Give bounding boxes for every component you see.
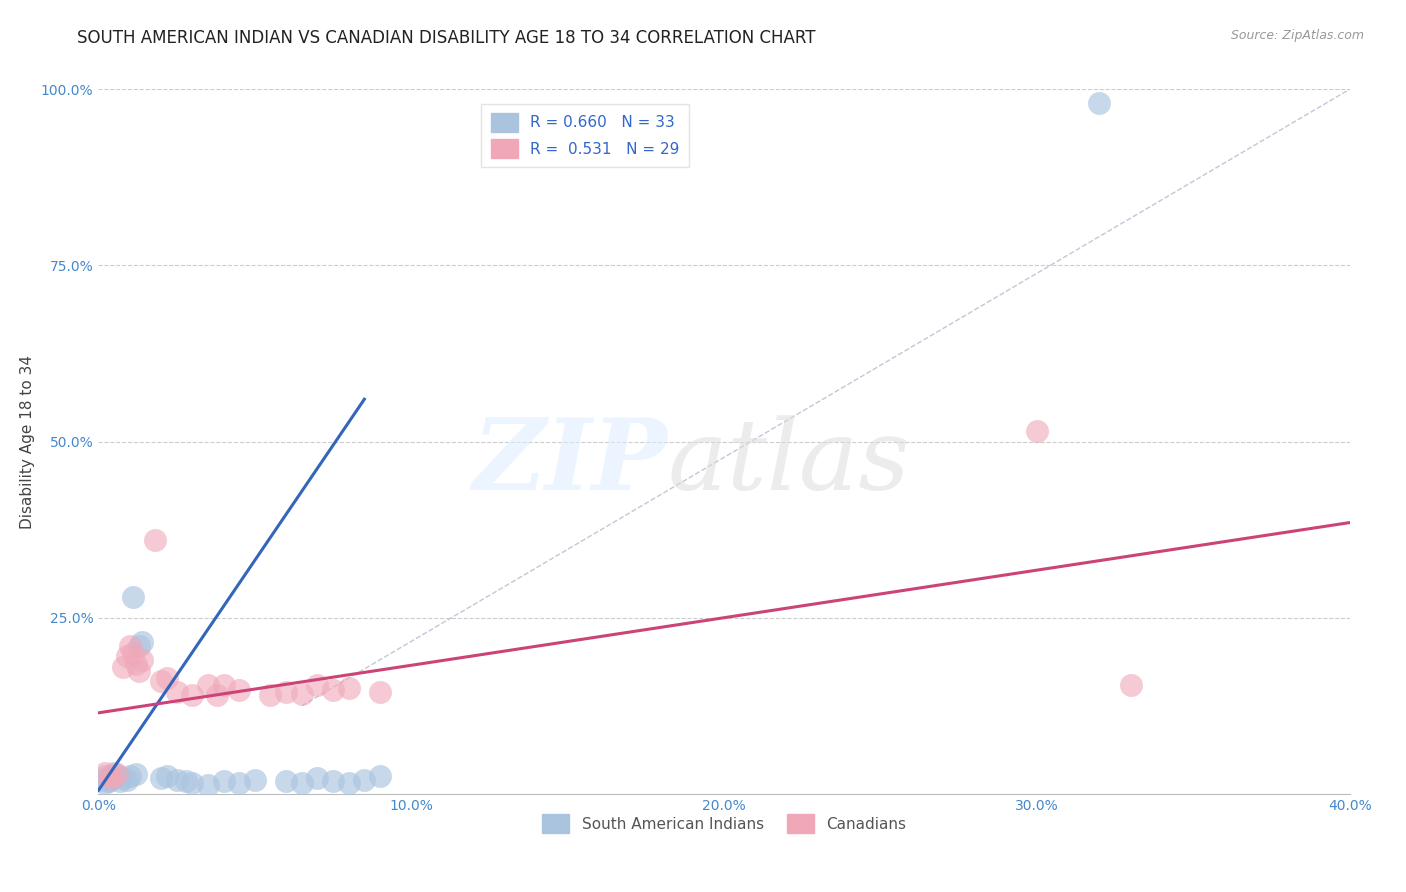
Point [274,684,298,698]
Point [121,590,143,604]
Point [197,678,219,692]
Point [353,772,375,787]
Point [337,681,360,696]
Text: SOUTH AMERICAN INDIAN VS CANADIAN DISABILITY AGE 18 TO 34 CORRELATION CHART: SOUTH AMERICAN INDIAN VS CANADIAN DISABI… [77,29,815,46]
Point [322,682,344,697]
Point [100,772,122,786]
Point [93,769,115,783]
Point [1026,424,1049,438]
Point [368,769,391,783]
Point [322,774,344,789]
Point [156,671,179,685]
Point [307,772,329,786]
Point [368,684,391,698]
Point [150,674,173,689]
Point [110,774,132,789]
Point [156,769,179,783]
Point [103,765,125,780]
Point [100,769,122,783]
Text: atlas: atlas [668,415,911,510]
Point [166,684,188,698]
Point [131,635,153,649]
Point [212,774,235,789]
Point [259,688,281,702]
Point [197,779,219,793]
Point [291,776,314,790]
Point [112,772,135,786]
Point [90,772,112,787]
Point [128,639,150,653]
Point [228,682,250,697]
Point [115,772,138,787]
Point [212,678,235,692]
Point [118,639,141,653]
Point [100,772,122,787]
Text: ZIP: ZIP [472,415,668,511]
Point [93,776,115,790]
Point [115,649,138,664]
Legend: South American Indians, Canadians: South American Indians, Canadians [536,808,912,839]
Point [228,776,250,790]
Point [307,678,329,692]
Point [131,653,153,667]
Point [105,767,128,781]
Point [181,776,204,790]
Point [291,687,314,701]
Point [93,765,115,780]
Point [112,660,135,674]
Point [125,767,148,781]
Point [181,688,204,702]
Point [121,646,143,660]
Point [150,772,173,786]
Point [166,772,188,787]
Point [274,774,298,789]
Point [97,774,120,789]
Point [125,657,148,671]
Point [174,774,197,789]
Point [1088,96,1111,111]
Point [337,776,360,790]
Point [105,769,128,783]
Point [1119,678,1142,692]
Y-axis label: Disability Age 18 to 34: Disability Age 18 to 34 [20,354,35,529]
Point [97,772,120,786]
Point [118,769,141,783]
Text: Source: ZipAtlas.com: Source: ZipAtlas.com [1230,29,1364,42]
Point [207,688,229,702]
Point [243,772,266,787]
Point [143,533,166,548]
Point [128,664,150,678]
